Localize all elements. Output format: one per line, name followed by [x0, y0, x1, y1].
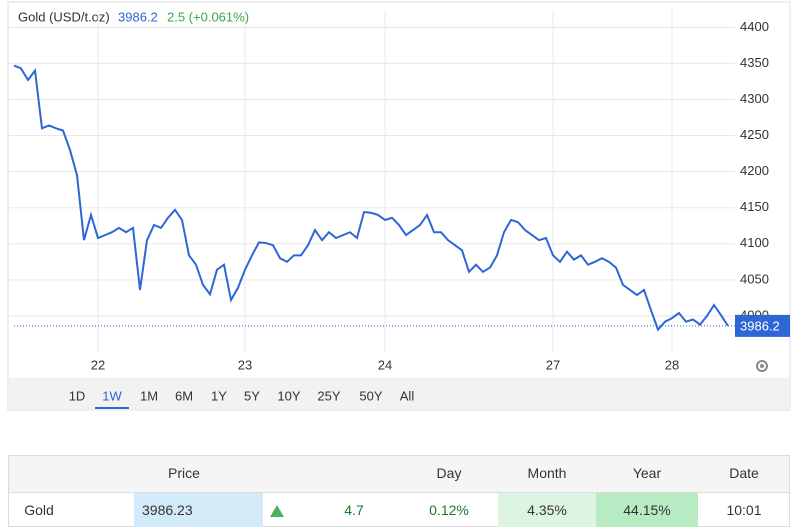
header-cell: Price: [168, 465, 200, 481]
change-cell: 4.7: [344, 502, 364, 518]
name-cell[interactable]: Gold: [24, 502, 54, 518]
month-cell: 4.35%: [498, 493, 596, 527]
price-cell: 3986.23: [134, 493, 263, 527]
range-button[interactable]: 1M: [140, 388, 158, 403]
last-price-box: [735, 314, 790, 337]
price-line: [13, 64, 729, 332]
range-button[interactable]: 1W: [102, 388, 122, 403]
x-tick-label: 27: [546, 357, 560, 372]
quote-table: Price Day Month Year Date Gold 3986.23 4…: [8, 455, 790, 527]
x-tick-label: 22: [91, 357, 105, 372]
range-button[interactable]: 5Y: [244, 388, 260, 403]
y-tick-label: 4050: [740, 271, 769, 286]
y-tick-label: 4150: [740, 199, 769, 214]
range-button[interactable]: 6M: [175, 388, 193, 403]
range-bar: [9, 378, 789, 409]
header-cell: Year: [632, 465, 662, 481]
settings-icon[interactable]: [756, 360, 768, 372]
price-change: 2.5 (+0.061%): [167, 9, 249, 24]
table-header: [9, 456, 789, 493]
header-cell: Date: [729, 465, 759, 481]
date-cell: 10:01: [726, 502, 762, 518]
y-tick-label: 4250: [740, 127, 769, 142]
range-button[interactable]: 1Y: [211, 388, 227, 403]
y-tick-label: 4400: [740, 19, 769, 34]
range-button[interactable]: 1D: [69, 388, 86, 403]
header-cell: Day: [436, 465, 462, 481]
chart-frame: [7, 1, 791, 411]
header-cell: Month: [527, 465, 567, 481]
chart-title: Gold (USD/t.oz): [18, 9, 110, 24]
y-tick-label: 4100: [740, 235, 769, 250]
up-arrow: [270, 505, 284, 517]
y-tick-label: 4200: [740, 163, 769, 178]
y-tick-label: 4300: [740, 91, 769, 106]
y-tick-label: 4350: [740, 55, 769, 70]
year-cell: 44.15%: [596, 493, 698, 527]
x-tick-label: 24: [378, 357, 392, 372]
range-button[interactable]: 10Y: [277, 388, 300, 403]
range-button[interactable]: 25Y: [317, 388, 340, 403]
range-button[interactable]: All: [400, 388, 415, 403]
chart: Gold (USD/t.oz) 3986.2 2.5 (+0.061%) 400…: [7, 1, 791, 411]
x-tick-label: 23: [238, 357, 252, 372]
x-tick-label: 28: [665, 357, 679, 372]
day-cell: 0.12%: [429, 502, 469, 518]
last-price-label: 3986.2: [740, 318, 780, 333]
range-button[interactable]: 50Y: [359, 388, 382, 403]
last-price: 3986.2: [118, 9, 158, 24]
